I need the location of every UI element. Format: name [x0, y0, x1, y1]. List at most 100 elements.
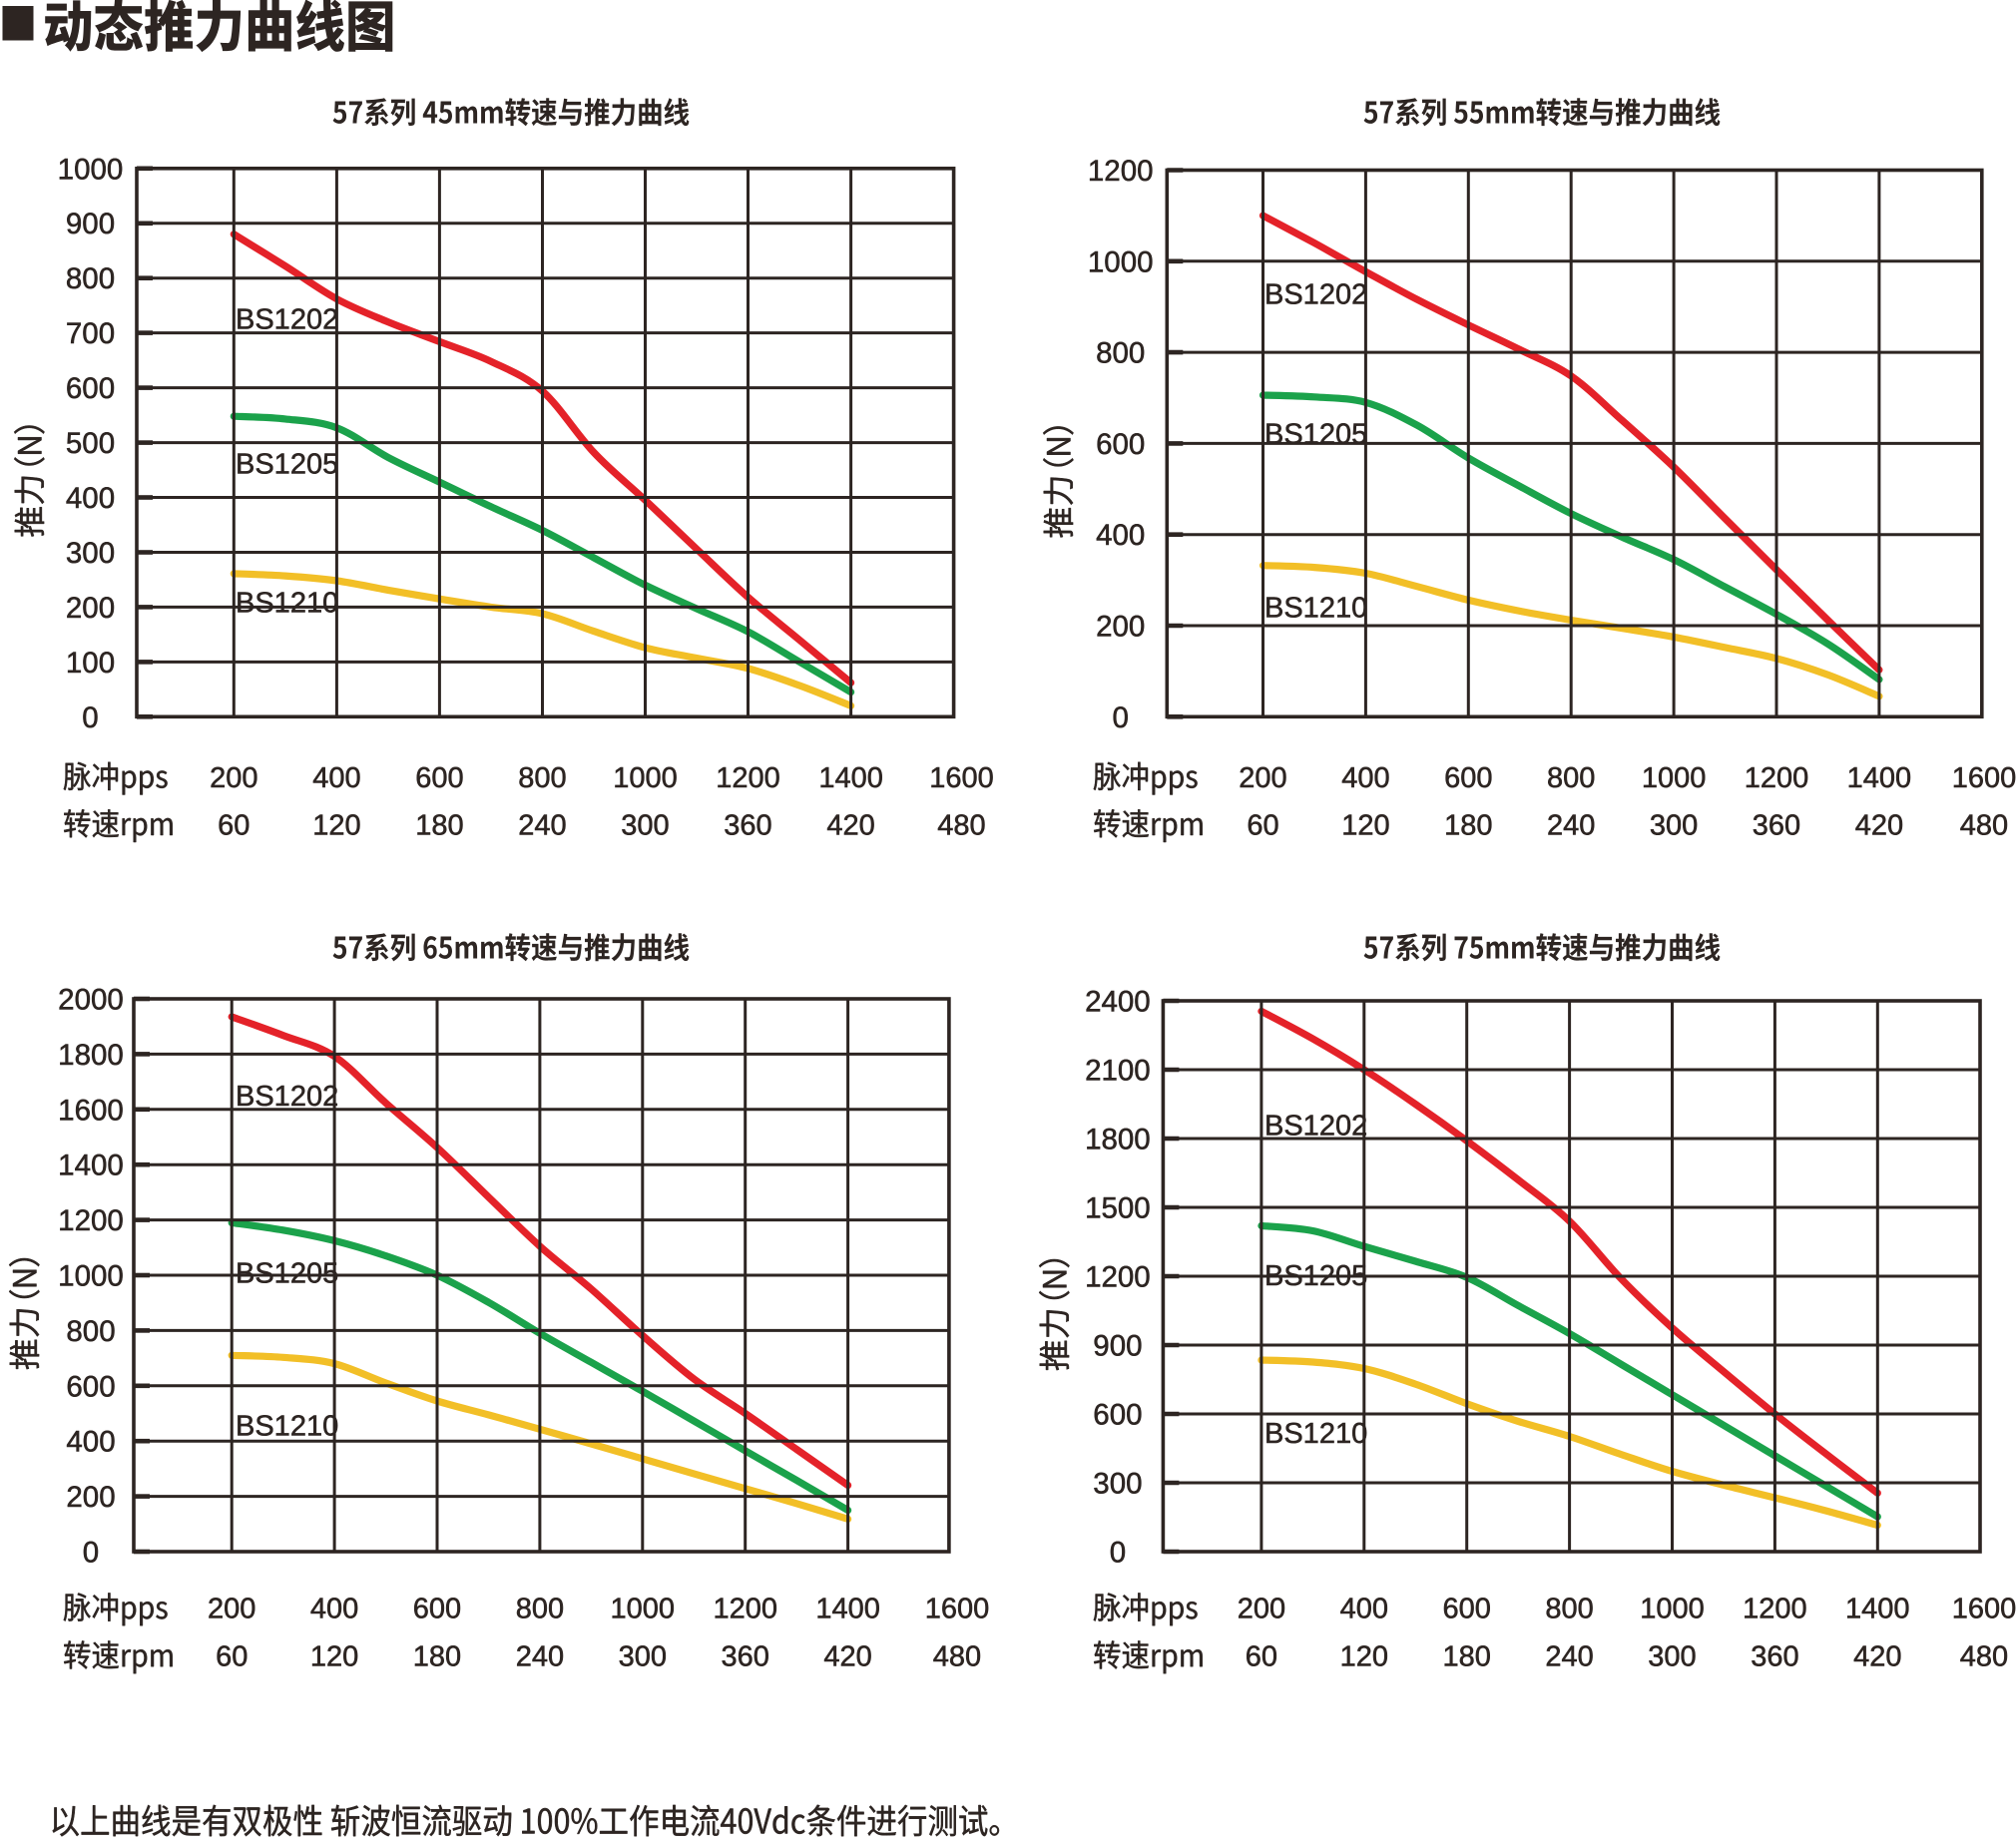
svg-text:1200: 1200 — [1743, 1594, 1807, 1625]
svg-text:400: 400 — [312, 762, 360, 794]
svg-text:2400: 2400 — [1085, 986, 1151, 1019]
svg-text:600: 600 — [66, 1370, 115, 1403]
svg-text:1500: 1500 — [1085, 1192, 1151, 1225]
svg-text:480: 480 — [1960, 1641, 2008, 1673]
svg-text:BS1202: BS1202 — [1264, 1111, 1367, 1143]
svg-text:BS1210: BS1210 — [236, 1410, 338, 1442]
svg-text:1600: 1600 — [1952, 762, 2016, 794]
svg-text:420: 420 — [1855, 810, 1903, 842]
svg-text:1200: 1200 — [716, 762, 780, 794]
svg-text:400: 400 — [66, 482, 115, 515]
svg-text:300: 300 — [1650, 810, 1698, 842]
svg-text:360: 360 — [722, 1641, 769, 1673]
svg-text:0: 0 — [1112, 701, 1128, 734]
svg-text:1000: 1000 — [1640, 1594, 1705, 1625]
svg-text:200: 200 — [1096, 611, 1145, 644]
svg-text:BS1205: BS1205 — [1264, 419, 1367, 451]
svg-text:600: 600 — [413, 1594, 461, 1625]
svg-text:200: 200 — [66, 592, 115, 625]
svg-text:120: 120 — [310, 1641, 358, 1673]
svg-text:240: 240 — [1545, 1641, 1593, 1673]
svg-text:800: 800 — [1545, 1594, 1593, 1625]
svg-text:800: 800 — [1547, 762, 1595, 794]
svg-text:300: 300 — [1648, 1641, 1696, 1673]
svg-text:420: 420 — [823, 1641, 871, 1673]
svg-text:500: 500 — [66, 427, 115, 460]
svg-text:1200: 1200 — [713, 1594, 777, 1625]
svg-text:700: 700 — [66, 317, 115, 350]
svg-text:900: 900 — [1093, 1330, 1142, 1363]
svg-text:2000: 2000 — [58, 984, 124, 1017]
svg-text:800: 800 — [518, 762, 566, 794]
svg-text:300: 300 — [1093, 1468, 1142, 1501]
svg-text:300: 300 — [66, 537, 115, 570]
svg-text:1800: 1800 — [58, 1039, 124, 1072]
svg-text:BS1210: BS1210 — [236, 588, 338, 620]
svg-text:180: 180 — [1443, 1641, 1491, 1673]
svg-text:1400: 1400 — [818, 762, 883, 794]
svg-text:0: 0 — [82, 701, 98, 734]
svg-text:1000: 1000 — [611, 1594, 676, 1625]
svg-text:1000: 1000 — [58, 153, 124, 186]
svg-text:480: 480 — [937, 810, 985, 842]
svg-text:100: 100 — [66, 647, 115, 680]
svg-text:180: 180 — [1444, 810, 1492, 842]
svg-text:600: 600 — [415, 762, 463, 794]
svg-text:360: 360 — [724, 810, 771, 842]
svg-text:240: 240 — [518, 810, 566, 842]
svg-text:200: 200 — [1239, 762, 1286, 794]
svg-text:180: 180 — [413, 1641, 461, 1673]
svg-text:0: 0 — [83, 1537, 99, 1570]
svg-text:120: 120 — [1341, 810, 1389, 842]
svg-text:BS1210: BS1210 — [1264, 1418, 1367, 1450]
svg-text:60: 60 — [1247, 810, 1278, 842]
svg-text:1600: 1600 — [1952, 1594, 2016, 1625]
svg-text:400: 400 — [66, 1426, 115, 1459]
svg-text:1600: 1600 — [925, 1594, 990, 1625]
svg-text:BS1205: BS1205 — [236, 1258, 338, 1290]
svg-text:900: 900 — [66, 208, 115, 240]
svg-text:60: 60 — [1246, 1641, 1277, 1673]
svg-text:1600: 1600 — [58, 1094, 124, 1127]
svg-text:300: 300 — [621, 810, 669, 842]
svg-text:2100: 2100 — [1085, 1055, 1151, 1088]
svg-text:400: 400 — [1340, 1594, 1388, 1625]
svg-text:1200: 1200 — [58, 1204, 124, 1237]
svg-text:800: 800 — [66, 262, 115, 295]
svg-text:400: 400 — [1341, 762, 1389, 794]
svg-text:60: 60 — [218, 810, 250, 842]
svg-text:420: 420 — [1853, 1641, 1901, 1673]
svg-text:1800: 1800 — [1085, 1124, 1151, 1156]
svg-text:BS1202: BS1202 — [236, 1081, 338, 1113]
svg-text:200: 200 — [208, 1594, 255, 1625]
svg-text:600: 600 — [1444, 762, 1492, 794]
svg-text:60: 60 — [216, 1641, 248, 1673]
svg-text:800: 800 — [516, 1594, 564, 1625]
svg-text:420: 420 — [826, 810, 874, 842]
svg-text:600: 600 — [1093, 1399, 1142, 1432]
svg-text:600: 600 — [1096, 428, 1145, 461]
svg-text:1200: 1200 — [1085, 1261, 1151, 1294]
svg-text:300: 300 — [619, 1641, 667, 1673]
svg-text:120: 120 — [1340, 1641, 1388, 1673]
svg-text:180: 180 — [415, 810, 463, 842]
svg-text:1400: 1400 — [58, 1150, 124, 1182]
svg-text:360: 360 — [1751, 1641, 1798, 1673]
svg-text:200: 200 — [210, 762, 257, 794]
svg-text:200: 200 — [66, 1481, 115, 1514]
svg-text:800: 800 — [66, 1315, 115, 1348]
svg-text:1400: 1400 — [1845, 1594, 1910, 1625]
svg-text:1200: 1200 — [1745, 762, 1809, 794]
svg-text:1000: 1000 — [1642, 762, 1707, 794]
svg-text:120: 120 — [312, 810, 360, 842]
svg-text:BS1205: BS1205 — [236, 449, 338, 481]
svg-text:400: 400 — [1096, 519, 1145, 552]
svg-text:480: 480 — [1960, 810, 2008, 842]
svg-text:240: 240 — [516, 1641, 564, 1673]
svg-text:1200: 1200 — [1088, 155, 1154, 188]
svg-text:1000: 1000 — [1088, 245, 1154, 278]
svg-text:1400: 1400 — [815, 1594, 880, 1625]
svg-text:800: 800 — [1096, 337, 1145, 370]
svg-text:0: 0 — [1110, 1537, 1126, 1570]
svg-text:480: 480 — [933, 1641, 981, 1673]
